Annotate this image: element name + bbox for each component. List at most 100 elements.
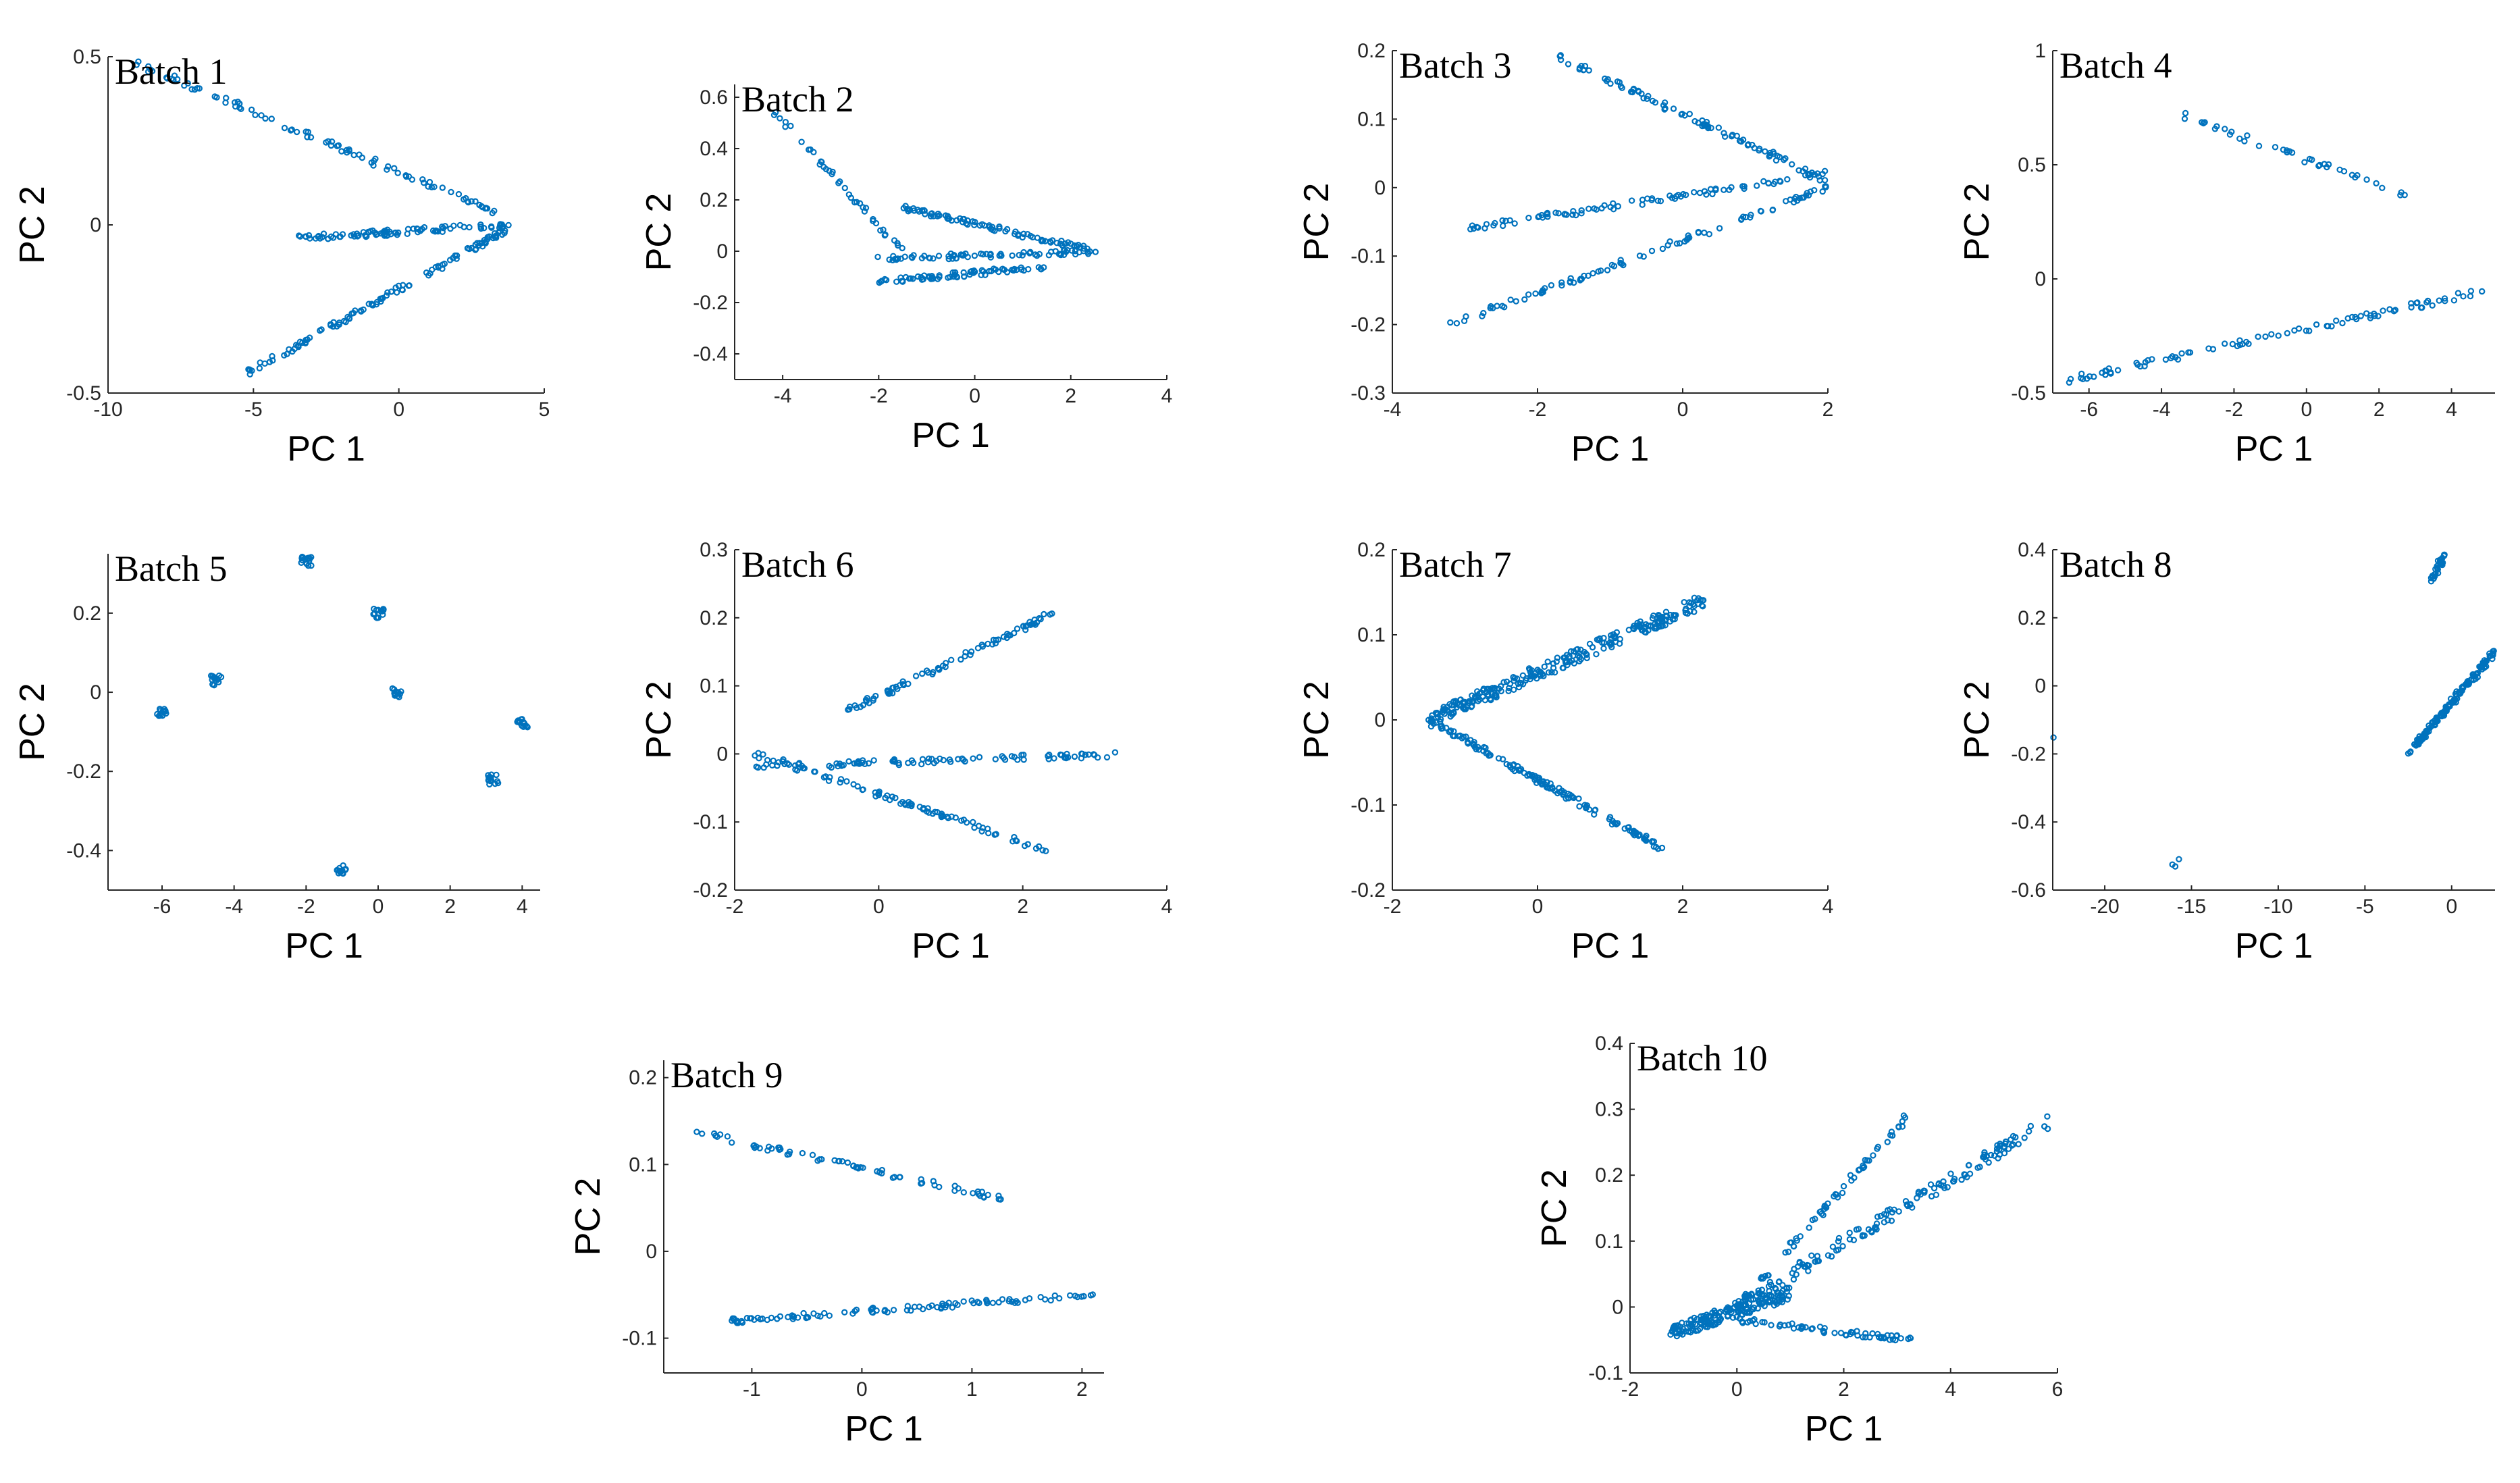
plot-title: Batch 7 [1399,544,1511,585]
data-point [1614,820,1621,827]
data-point [2440,552,2448,559]
x-tick-label: 2 [444,895,456,918]
data-point [1887,1206,1893,1213]
x-tick-label: 4 [1161,895,1173,918]
data-point [1931,1185,1938,1192]
data-point [891,1174,898,1180]
data-point [1666,192,1673,199]
data-point [1676,240,1683,246]
data-point [1752,1320,1759,1328]
series-lower-arm [729,1291,1097,1326]
data-point [1581,802,1588,808]
data-point [1019,252,1026,259]
series-middle-arm [1467,167,1829,233]
data-point [308,554,315,561]
data-point [1516,767,1523,774]
data-point [860,702,867,708]
data-point [1706,231,1712,238]
data-point [962,758,968,765]
data-point [1874,1143,1881,1151]
data-point [864,694,871,702]
y-axis-label: PC 2 [1297,183,1336,261]
data-point [1487,305,1494,311]
data-point [897,1174,903,1180]
data-point [2169,353,2176,360]
data-point [1580,66,1587,74]
data-point [209,673,216,680]
data-point [1846,1229,1853,1237]
data-point [820,1309,828,1317]
data-point [1816,1208,1823,1216]
data-point [2408,304,2415,311]
data-point [780,756,787,763]
data-point [844,1159,851,1166]
data-point [863,698,870,705]
data-point [1883,1211,1890,1218]
data-point [1085,751,1092,758]
data-point [377,298,384,305]
data-point [404,226,412,232]
data-point [488,774,494,781]
data-point [405,173,413,180]
data-point [266,359,273,365]
data-point [902,203,909,209]
data-point [1753,182,1760,189]
data-point [916,804,924,810]
data-point [1569,794,1576,801]
data-point [1899,1118,1906,1125]
data-point [1012,1299,1018,1307]
y-axis-label: PC 2 [569,1178,608,1256]
data-point [930,255,937,262]
data-point [1649,615,1656,622]
data-point [992,266,999,273]
data-point [369,227,376,234]
y-axis-label: PC 2 [1958,183,1997,261]
data-point [1655,618,1662,625]
data-point [2244,132,2251,139]
data-point [2262,333,2269,340]
data-point [1754,1305,1761,1312]
data-point [215,679,222,685]
data-point [1691,594,1698,602]
x-tick-label: 0 [2446,895,2457,918]
data-point [1760,1292,1768,1299]
data-point [2357,313,2364,319]
data-point [427,270,434,277]
data-point [1639,201,1646,208]
y-tick-label: -0.2 [2011,743,2046,765]
series-clusters [154,553,531,877]
data-point [2313,321,2320,328]
data-point [2169,861,2176,868]
data-point [1513,298,1519,305]
data-point [1685,234,1693,241]
data-point [307,235,313,242]
data-point [1840,1182,1847,1190]
data-point [1590,270,1596,277]
data-point [1661,617,1669,625]
data-point [1604,267,1611,274]
data-point [383,292,390,299]
data-point [850,781,857,788]
data-point [1854,1332,1861,1339]
data-point [1819,171,1826,178]
data-point [992,756,999,762]
data-point [1425,717,1432,723]
data-point [1026,619,1033,625]
data-point [957,656,964,663]
x-tick-label: -2 [1384,895,1402,918]
data-point [978,828,985,835]
data-point [967,652,974,658]
data-point [1829,1243,1837,1250]
data-point [1003,269,1011,276]
data-point [1511,220,1518,227]
data-point [1708,124,1714,132]
data-point [953,217,960,224]
data-point [2328,323,2335,330]
data-point [1585,272,1592,279]
data-point [1907,1334,1914,1342]
data-point [925,755,933,762]
data-point [1500,679,1507,685]
data-point [155,712,163,719]
data-point [2172,354,2179,361]
data-point [816,1156,823,1163]
